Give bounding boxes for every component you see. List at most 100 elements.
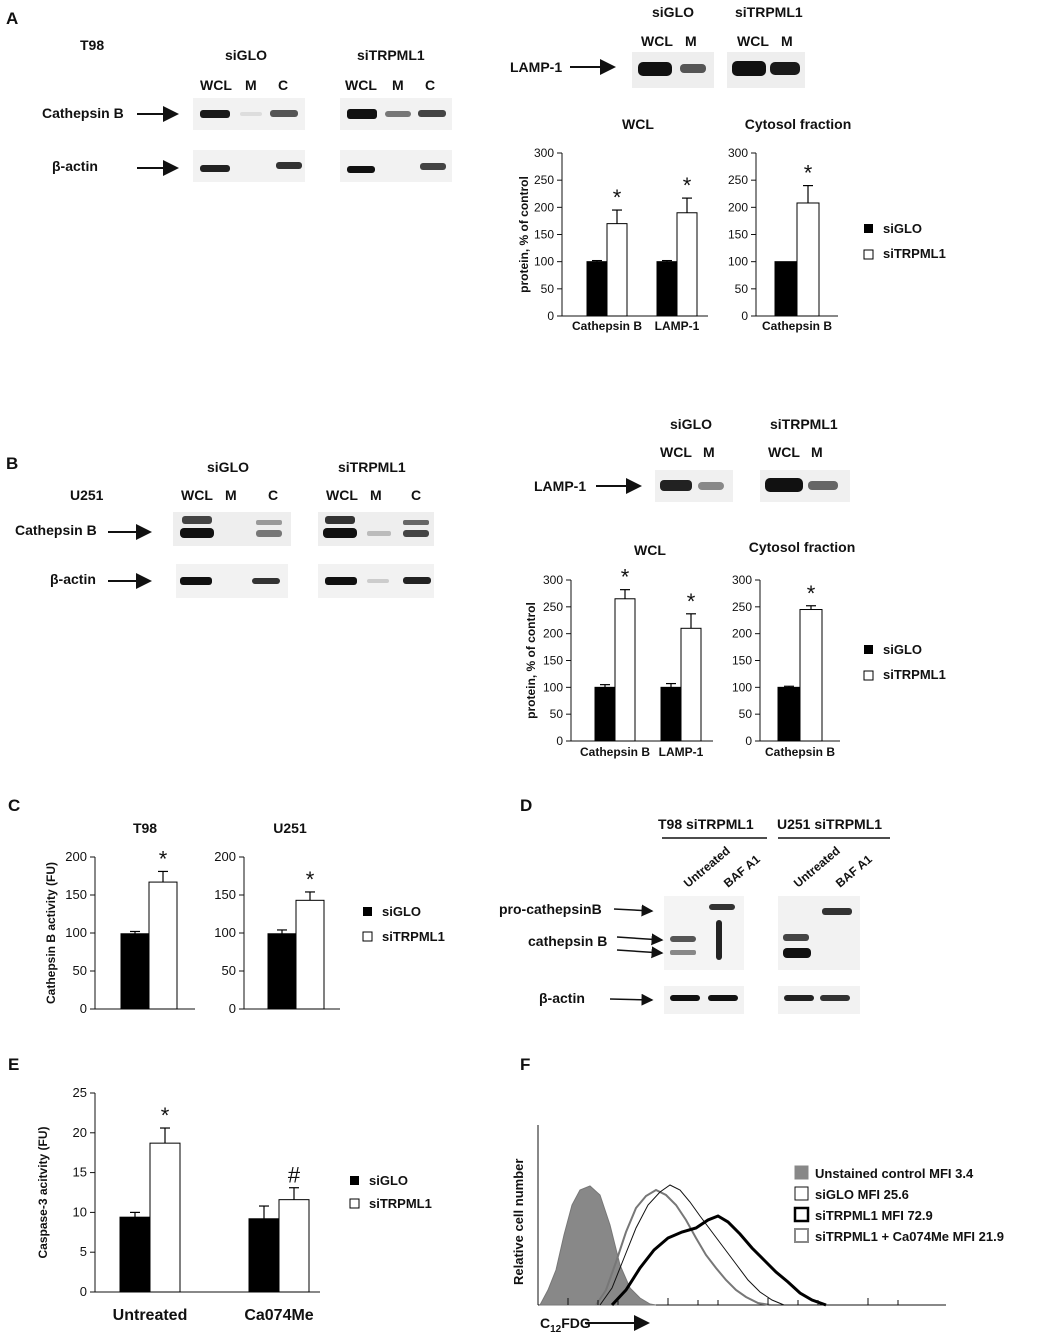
b-cytosol-ytick-label-1: 50: [739, 707, 753, 721]
b-wcl-bar-1-1: [680, 627, 702, 742]
blot-d: T98 siTRPML1 U251 siTRPML1 Untreated BAF…: [499, 816, 890, 1014]
blot-a-lamp: siGLO siTRPML1 WCL M WCL M LAMP-1: [510, 4, 805, 88]
a-cytosol-ytick-label-5: 250: [728, 173, 748, 187]
chart-f-ylabel: Relative cell number: [511, 1159, 526, 1285]
b-wcl-ylabel: protein, % of control: [524, 602, 538, 719]
b-cytosol-annotation-0: *: [807, 581, 816, 606]
c-u251-bar-0-0: [267, 933, 297, 1010]
blot-d-row-cathepsin: cathepsin B: [528, 933, 607, 949]
e-bar-1-1: [278, 1199, 310, 1293]
blot-b-row-actin: β-actin: [50, 571, 96, 587]
b-cytosol-ytick-label-4: 200: [732, 627, 752, 641]
c-u251-title: U251: [273, 820, 307, 836]
legend-c-sitrpml1-label: siTRPML1: [382, 929, 445, 944]
b-wcl-category-1: LAMP-1: [659, 745, 704, 759]
legend-e-siglo-label: siGLO: [369, 1173, 408, 1188]
blot-b-lamp-group-1: siGLO: [670, 416, 712, 432]
blot-b-lamp-group-2: siTRPML1: [770, 416, 838, 432]
e-ytick-label-5: 25: [73, 1085, 87, 1100]
a-wcl-ytick-label-2: 100: [534, 255, 554, 269]
legend-c-siglo-swatch: [363, 907, 372, 916]
blot-a-group-2: siTRPML1: [357, 47, 425, 63]
blot-a-lamp-lane-1: WCL: [641, 33, 673, 49]
blot-a-group-1: siGLO: [225, 47, 267, 63]
a-cytosol-annotation-0: *: [804, 161, 813, 186]
b-cytosol-bar-0-0: [777, 686, 801, 742]
c-t98-ytick-label-4: 200: [65, 849, 87, 864]
c-u251-ytick-label-3: 150: [214, 887, 236, 902]
chart-b-wcl: 0 50 100 150 200 250 300 WCL protein, % of contr…: [524, 542, 713, 759]
e-bar-0-1: [248, 1218, 280, 1293]
chart-f-legend-swatch-unstained: [794, 1165, 809, 1180]
legend-a: siGLO siTRPML1: [863, 221, 946, 261]
b-cytosol-title: Cytosol fraction: [749, 539, 856, 555]
blot-a-lane-c: C: [278, 77, 288, 93]
blot-b-cell-line: U251: [70, 487, 104, 503]
blot-a-lamp-label: LAMP-1: [510, 59, 562, 75]
panel-label-c: C: [8, 796, 20, 815]
blot-b-row-cathepsin: Cathepsin B: [15, 522, 97, 538]
e-ytick-label-2: 10: [73, 1204, 87, 1219]
chart-f-legend-sitrpml1: siTRPML1 MFI 72.9: [815, 1208, 933, 1223]
blot-a-row-actin: β-actin: [52, 158, 98, 174]
chart-f-legend-unstained: Unstained control MFI 3.4: [815, 1166, 974, 1181]
blot-a-row-cathepsin: Cathepsin B: [42, 105, 124, 121]
b-cytosol-ytick-label-6: 300: [732, 573, 752, 587]
a-wcl-category-1: LAMP-1: [655, 319, 700, 333]
blot-b-lamp-lane-4: M: [811, 444, 823, 460]
blot-a-lane-wcl: WCL: [200, 77, 232, 93]
chart-f-series-unstained: [539, 1185, 657, 1306]
a-cytosol-ytick-label-4: 200: [728, 200, 748, 214]
a-wcl-category-0: Cathepsin B: [572, 319, 642, 333]
c-u251-bar-1-0: [295, 899, 325, 1010]
blot-b-lamp-lane-2: M: [703, 444, 715, 460]
legend-b-sitrpml1-label: siTRPML1: [883, 667, 946, 682]
c-u251-ytick-label-2: 100: [214, 925, 236, 940]
c-t98-ytick-label-2: 100: [65, 925, 87, 940]
a-cytosol-ytick-label-3: 150: [728, 228, 748, 242]
c-u251-ytick-label-0: 0: [229, 1001, 236, 1016]
chart-a-cytosol: 0 50 100 150 200 250 300 Cytosol fraction * Cathe…: [728, 116, 851, 333]
blot-a-cell-line: T98: [80, 37, 104, 53]
blot-b-lane-wcl-2: WCL: [326, 487, 358, 503]
e-category-0: Untreated: [113, 1307, 188, 1324]
blot-b-lamp-label: LAMP-1: [534, 478, 586, 494]
legend-b: siGLO siTRPML1: [863, 642, 946, 682]
chart-a-wcl: 0 50 100 150 200 250 300 WCL protein, % of contr…: [517, 116, 708, 333]
blot-a-lane-c-2: C: [425, 77, 435, 93]
legend-b-siglo-label: siGLO: [883, 642, 922, 657]
a-cytosol-bar-1-0: [796, 202, 820, 317]
panel-label-f: F: [520, 1055, 530, 1074]
b-wcl-ytick-label-2: 100: [543, 680, 563, 694]
b-cytosol-category-0: Cathepsin B: [765, 745, 835, 759]
a-wcl-ytick-label-3: 150: [534, 228, 554, 242]
c-t98-title: T98: [133, 820, 157, 836]
a-cytosol-ytick-label-6: 300: [728, 146, 748, 160]
c-u251-ytick-label-4: 200: [214, 849, 236, 864]
b-wcl-title: WCL: [634, 542, 666, 558]
e-ytick-label-3: 15: [73, 1165, 87, 1180]
b-wcl-bar-1-0: [614, 598, 636, 742]
a-wcl-bar-1-0: [606, 223, 628, 317]
blot-d-row-actin: β-actin: [539, 990, 585, 1006]
e-ylabel: Caspase-3 acitvity (FU): [36, 1126, 50, 1258]
blot-a-lane-m-2: M: [392, 77, 404, 93]
chart-c-t98: 0 50 100 150 200 T98 Cathepsin B activity (FU)…: [44, 820, 195, 1016]
legend-e-sitrpml1-label: siTRPML1: [369, 1196, 432, 1211]
legend-e-sitrpml1-swatch: [349, 1198, 360, 1209]
a-wcl-ytick-label-1: 50: [541, 282, 555, 296]
a-cytosol-ytick-label-0: 0: [741, 309, 748, 323]
legend-a-siglo-swatch: [864, 224, 873, 233]
a-wcl-ytick-label-4: 200: [534, 200, 554, 214]
chart-f-series-ca074me: [595, 1188, 771, 1306]
b-wcl-ytick-label-3: 150: [543, 654, 563, 668]
a-wcl-ytick-label-0: 0: [547, 309, 554, 323]
blot-d-lane-baf-2: BAF A1: [833, 852, 875, 891]
a-wcl-annotation-0: *: [613, 185, 622, 210]
e-annotation-1: #: [288, 1163, 301, 1188]
a-wcl-annotation-1: *: [683, 173, 692, 198]
a-wcl-title: WCL: [622, 116, 654, 132]
c-t98-annotation-0: *: [159, 846, 168, 871]
blot-d-group-1: T98 siTRPML1: [658, 816, 754, 832]
legend-c-sitrpml1-swatch: [362, 931, 373, 942]
